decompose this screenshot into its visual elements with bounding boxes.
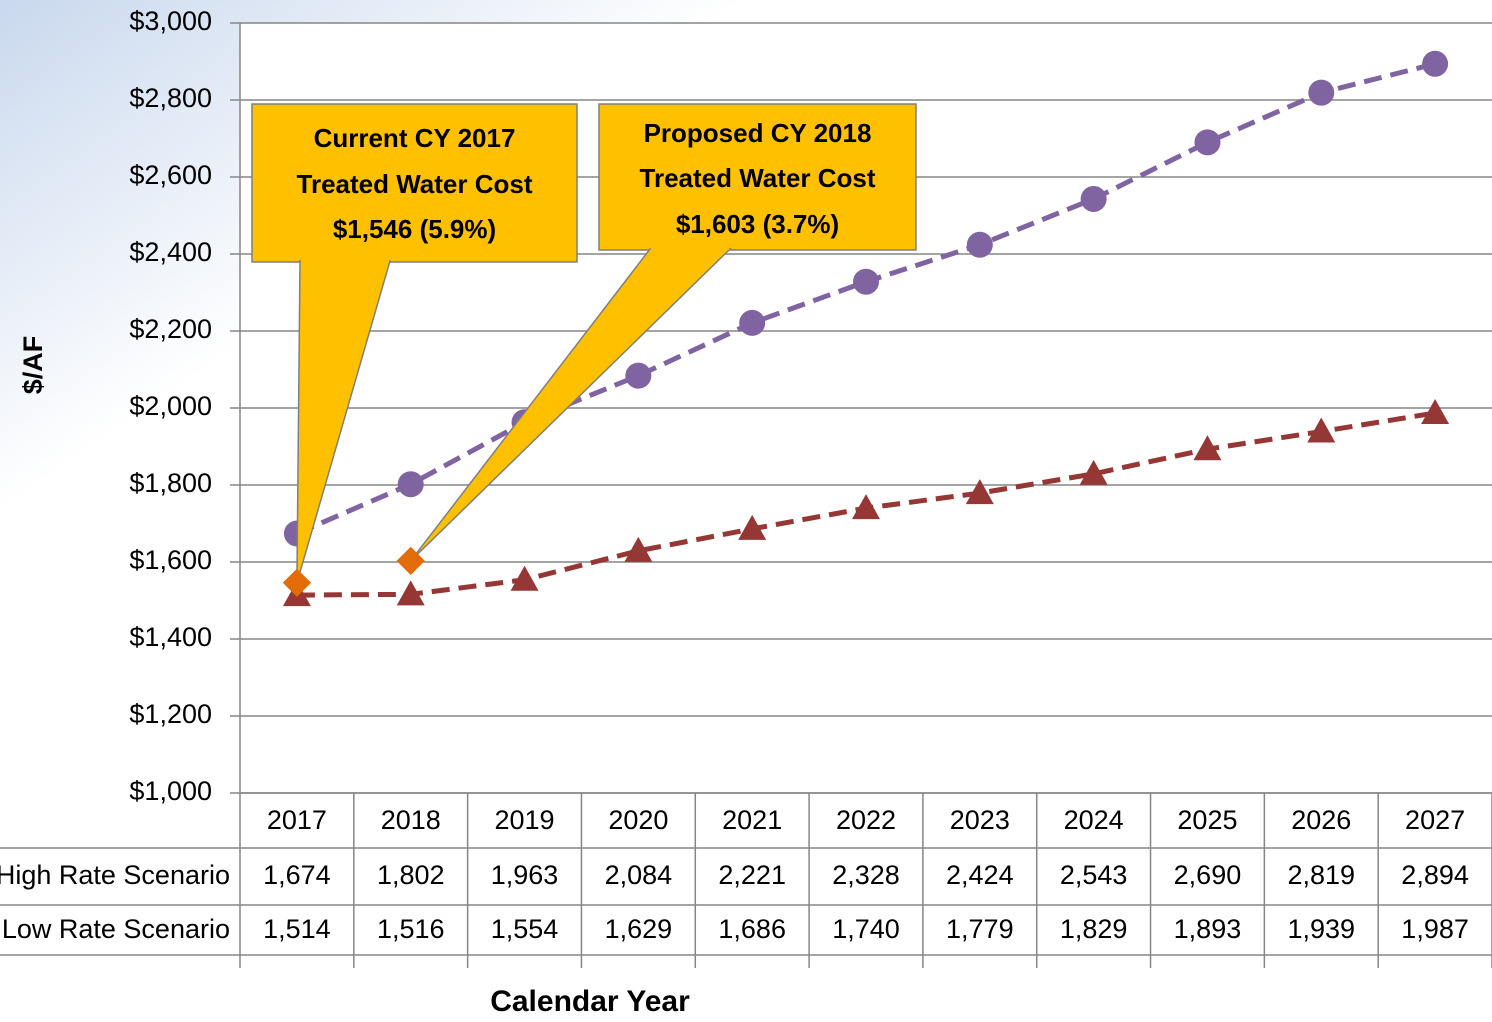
marker: [625, 362, 652, 389]
marker: [1308, 79, 1335, 106]
callout-box: [598, 103, 917, 251]
table-cell: 1,963: [491, 860, 559, 890]
y-tick-label: $1,800: [129, 468, 212, 498]
x-axis-label: Calendar Year: [490, 985, 690, 1018]
marker: [738, 514, 767, 540]
y-axis-label: $/AF: [18, 336, 48, 395]
callout-text: Current CY 2017: [314, 123, 516, 153]
marker: [1421, 399, 1450, 425]
marker: [396, 580, 425, 606]
y-tick-label: $1,200: [129, 699, 212, 729]
y-tick-label: $1,600: [129, 545, 212, 575]
marker: [966, 231, 993, 258]
table-cell: 1,740: [832, 914, 900, 944]
callout-text: Treated Water Cost: [640, 163, 876, 193]
marker: [1194, 129, 1221, 156]
callout-text: Proposed CY 2018: [644, 118, 872, 148]
marker: [1193, 435, 1222, 461]
marker: [965, 479, 994, 505]
table-cell: 1,516: [377, 914, 445, 944]
y-tick-label: $3,000: [129, 6, 212, 36]
table-row-label: Low Rate Scenario: [2, 914, 230, 944]
table-cell: 1,554: [491, 914, 559, 944]
y-tick-label: $2,600: [129, 160, 212, 190]
y-tick-label: $1,000: [129, 776, 212, 806]
y-tick-label: $2,200: [129, 314, 212, 344]
marker: [510, 565, 539, 591]
x-tick-label: 2020: [608, 805, 668, 835]
table-cell: 1,779: [946, 914, 1014, 944]
marker: [397, 471, 424, 498]
marker: [1422, 50, 1449, 77]
y-tick-label: $1,400: [129, 622, 212, 652]
callout-cover: [651, 247, 729, 250]
callout-text: $1,546 (5.9%): [333, 214, 496, 244]
callout-text: $1,603 (3.7%): [676, 209, 839, 239]
x-tick-label: 2027: [1405, 805, 1465, 835]
callout-box: [251, 103, 578, 263]
highlight-marker: [396, 546, 425, 575]
marker: [739, 309, 766, 336]
x-tick-label: 2025: [1177, 805, 1237, 835]
marker: [853, 268, 879, 295]
y-tick-label: $2,000: [129, 391, 212, 421]
x-tick-label: 2023: [950, 805, 1010, 835]
y-tick-label: $2,800: [129, 83, 212, 113]
marker: [1079, 459, 1108, 485]
table-cell: 1,686: [718, 914, 786, 944]
x-tick-label: 2018: [381, 805, 441, 835]
table-row-label: High Rate Scenario: [0, 860, 230, 890]
table-cell: 2,221: [718, 860, 786, 890]
x-tick-label: 2022: [836, 805, 896, 835]
table-cell: 2,894: [1401, 860, 1469, 890]
marker: [1307, 417, 1336, 443]
marker: [852, 494, 880, 520]
callout-cover: [301, 259, 389, 262]
table-cell: 1,674: [263, 860, 331, 890]
x-tick-label: 2017: [267, 805, 327, 835]
callout-text: Treated Water Cost: [297, 169, 533, 199]
table-cell: 1,802: [377, 860, 445, 890]
highlight-marker: [282, 568, 312, 597]
table-cell: 2,543: [1060, 860, 1128, 890]
table-cell: 2,819: [1287, 860, 1355, 890]
table-cell: 2,424: [946, 860, 1014, 890]
x-tick-label: 2024: [1064, 805, 1124, 835]
marker: [1080, 185, 1107, 212]
table-cell: 1,893: [1174, 914, 1242, 944]
table-cell: 1,939: [1287, 914, 1355, 944]
table-cell: 1,629: [605, 914, 673, 944]
x-tick-label: 2026: [1291, 805, 1351, 835]
table-cell: 1,829: [1060, 914, 1128, 944]
table-cell: 2,690: [1174, 860, 1242, 890]
y-tick-label: $2,400: [129, 237, 212, 267]
marker: [624, 536, 653, 562]
table-cell: 1,514: [263, 914, 331, 944]
table-cell: 2,328: [832, 860, 900, 890]
x-tick-label: 2019: [495, 805, 555, 835]
x-tick-label: 2021: [722, 805, 782, 835]
table-cell: 1,987: [1401, 914, 1469, 944]
table-cell: 2,084: [605, 860, 673, 890]
